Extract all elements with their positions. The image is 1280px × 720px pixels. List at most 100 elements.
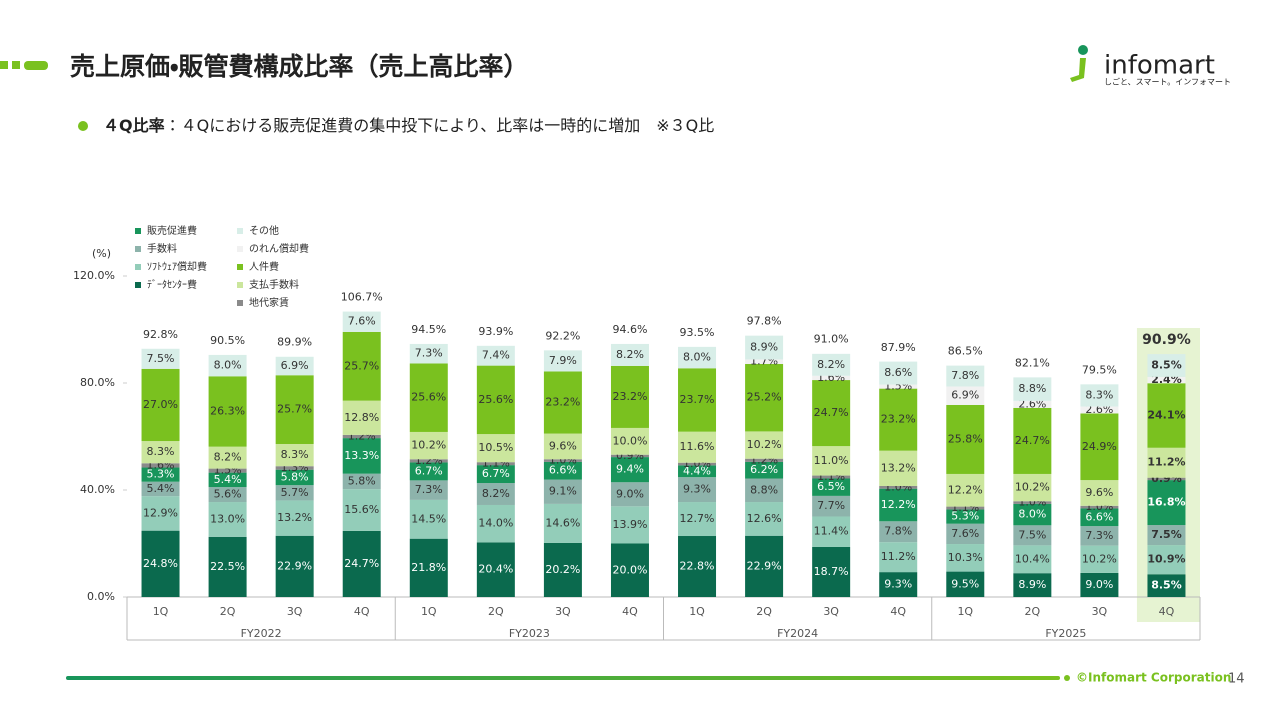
bar-segment [946,571,985,597]
total-label: 92.2% [545,329,580,342]
data-label: 27.0% [143,398,178,411]
data-label: 12.8% [344,411,379,424]
bar-segment [812,475,851,479]
legend-label: のれん償却費 [249,242,309,255]
bar-segment [678,368,717,432]
data-label: 10.5% [478,441,513,454]
bar-segment [275,500,314,536]
x-tick-label: 3Q [555,605,571,618]
data-label: 6.7% [482,467,510,480]
data-label: 6.6% [1085,510,1113,523]
x-tick-label: 1Q [153,605,169,618]
data-label: 5.8% [348,474,376,487]
data-label: 5.7% [281,486,309,499]
bar-segment [678,502,717,537]
bar-segment [610,427,649,455]
bar-segment [745,458,784,462]
bar-segment [409,499,448,539]
bar-segment [1080,384,1119,407]
bar-segment [1013,377,1052,401]
total-label: 90.9% [1142,332,1191,348]
data-label: 23.2% [612,390,647,403]
bar-segment [1080,505,1119,509]
bar-segment [1080,480,1119,506]
bar-segment [1013,400,1052,408]
page-number: 14 [1228,672,1245,687]
data-label: 6.6% [549,464,577,477]
subtitle-text: ：４Qにおける販売促進費の集中投下により、比率は一時的に増加 ※３Q比 [165,116,715,135]
data-label: 14.0% [478,517,513,530]
bar-segment [342,489,381,531]
bar-segment [1013,501,1052,504]
data-label: 9.6% [1085,486,1113,499]
data-label: 8.2% [616,348,644,361]
bar-segment [812,516,851,547]
data-label: 24.7% [1015,434,1050,447]
data-label: 9.0% [616,487,644,500]
bullet [78,121,88,131]
bar-segment [812,478,851,496]
subtitle-bold: ４Q比率 [103,116,165,135]
bar-segment [610,506,649,544]
footer-line [66,676,1060,680]
bar-segment [946,506,985,510]
bar-segment [678,431,717,463]
bar-segment [745,431,784,459]
bar-segment [946,544,985,572]
bar-segment [678,462,717,466]
data-label: 9.3% [683,483,711,496]
bar-segment [409,480,448,500]
data-label: 25.6% [411,391,446,404]
bar-segment [141,467,180,482]
data-label: 24.7% [814,406,849,419]
data-label: 5.6% [214,488,242,501]
bar-segment [342,311,381,332]
bar-segment [476,345,515,366]
bar-segment [208,502,247,537]
footer-dot [1064,675,1070,681]
bar-segment [745,364,784,432]
legend-label: 人件費 [249,260,279,273]
bar-segment [476,434,515,463]
total-label: 106.7% [341,291,383,304]
bar-segment [1147,574,1186,597]
y-tick-label: 40.0% [80,483,115,496]
data-label: 6.5% [817,480,845,493]
bar-segment [745,502,784,536]
logo: infomart しごと、スマート。インフォマート [1070,45,1231,87]
legend-label: その他 [249,224,279,237]
legend-swatch [135,228,141,234]
data-label: 7.8% [951,369,979,382]
x-tick-label: 2Q [1025,605,1041,618]
bar-segment [1080,508,1119,527]
data-label: 20.0% [612,563,647,576]
bar-segment [543,433,582,460]
bar-segment [476,542,515,597]
data-label: 23.2% [545,396,580,409]
data-label: 8.5% [1151,358,1182,371]
bar-segment [141,348,180,369]
bar-segment [678,465,717,478]
legend-label: ﾃﾞｰﾀｾﾝﾀｰ費 [147,278,197,291]
data-label: 6.9% [951,389,979,402]
bar-segment [678,536,717,597]
copyright: ©Infomart Corporation [1076,671,1231,685]
bar-segment [208,376,247,447]
bar-segment [342,530,381,597]
bar-segment [342,434,381,439]
bar-segment [610,543,649,597]
legend-label: 地代家賃 [249,296,289,309]
data-label: 11.4% [814,525,849,538]
bar-segment [476,483,515,505]
data-label: 10.4% [1015,552,1050,565]
data-label: 12.2% [881,498,916,511]
data-label: 8.0% [683,351,711,364]
legend-swatch [135,264,141,270]
total-label: 93.5% [680,326,715,339]
bar-segment [610,365,649,428]
x-tick-label: 4Q [890,605,906,618]
bar-segment [946,523,985,545]
bar-segment [1080,406,1119,414]
bar-segment [342,400,381,435]
